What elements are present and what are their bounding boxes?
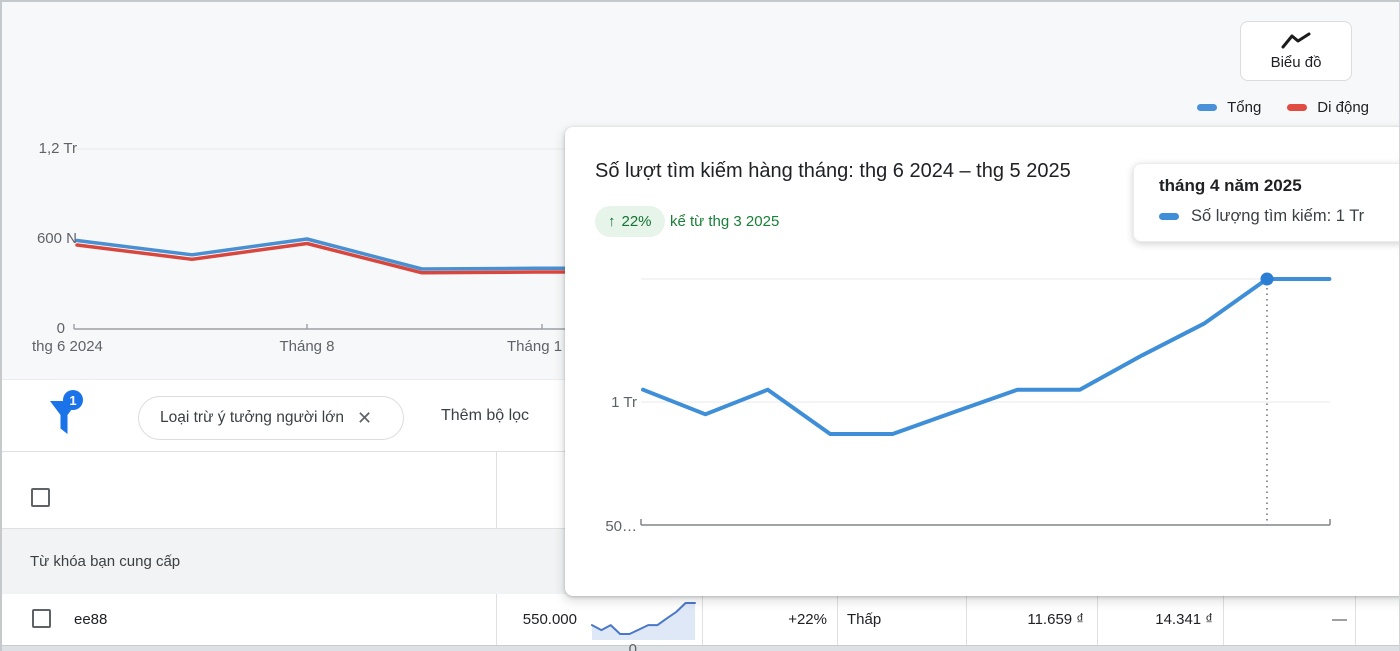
overview-ytick-top: 1,2 Tr [38, 140, 77, 157]
select-all-checkbox[interactable] [31, 488, 50, 507]
overview-ytick-mid: 600 N [36, 230, 77, 247]
popup-ytick-zero: 0 [628, 641, 637, 651]
low-bid-cell: 11.659 ₫ [1027, 611, 1084, 628]
legend-item-mobile[interactable]: Di động [1287, 99, 1369, 116]
up-arrow-icon: ↑ [608, 213, 616, 230]
datapoint-tooltip: tháng 4 năm 2025 Số lượng tìm kiếm: 1 Tr [1133, 163, 1399, 242]
filter-chip-exclude-adult[interactable]: Loại trừ ý tưởng người lớn ✕ [138, 396, 404, 440]
chart-legend: Tổng Di động [1197, 96, 1369, 118]
tooltip-value-label: Số lượng tìm kiếm: 1 Tr [1191, 207, 1365, 225]
legend-item-total[interactable]: Tổng [1197, 99, 1261, 116]
legend-total-label: Tổng [1227, 98, 1262, 116]
keyword-cell: ee88 [74, 611, 108, 628]
chip-close-icon[interactable]: ✕ [356, 408, 373, 428]
table-row-ee88: ee88 550.000 +22% Thấp 11.659 ₫ 14.341 ₫… [2, 594, 1399, 645]
high-bid-cell: 14.341 ₫ [1155, 611, 1213, 628]
growth-value: 22% [621, 213, 652, 230]
avg-searches-cell: 550.000 [522, 611, 577, 628]
mobile-series-swatch [1287, 103, 1308, 111]
overview-ytick-zero: 0 [56, 320, 65, 337]
filter-chip-label: Loại trừ ý tưởng người lớn [160, 409, 344, 426]
tooltip-series-row: Số lượng tìm kiếm: 1 Tr [1159, 207, 1364, 226]
filter-count-badge: 1 [63, 390, 83, 410]
column-divider [1097, 594, 1098, 645]
column-divider [1355, 594, 1356, 645]
column-divider [966, 594, 967, 645]
chart-button-label: Biểu đồ [1270, 53, 1322, 71]
keyword-trend-sparkline [591, 602, 696, 640]
popup-title: Số lượt tìm kiếm hàng tháng: thg 6 2024 … [595, 160, 1071, 182]
competition-cell: Thấp [847, 611, 882, 628]
growth-badge: ↑ 22% [595, 206, 665, 237]
series-swatch [1159, 213, 1179, 220]
overview-line-chart [73, 148, 702, 330]
column-divider [496, 452, 497, 529]
monthly-searches-line-chart [640, 272, 1332, 526]
column-divider [702, 594, 703, 645]
column-divider [496, 594, 497, 645]
growth-caption: kể từ thg 3 2025 [670, 213, 780, 230]
row-checkbox[interactable] [32, 609, 51, 628]
horizontal-scrollbar[interactable] [2, 645, 1399, 651]
empty-cell: — [1332, 611, 1347, 628]
column-divider [1223, 594, 1224, 645]
legend-mobile-label: Di động [1317, 98, 1369, 116]
add-filter-button[interactable]: Thêm bộ lọc [441, 407, 530, 424]
chart-view-button[interactable]: Biểu đồ [1240, 21, 1352, 81]
section-label: Từ khóa bạn cung cấp [30, 553, 181, 570]
overview-xtick-3: Tháng 1 [507, 338, 563, 355]
popup-ytick-mid: 50… [605, 518, 637, 535]
total-series-swatch [1197, 103, 1218, 111]
tooltip-title: tháng 4 năm 2025 [1159, 176, 1302, 195]
overview-xtick-2: Tháng 8 [279, 338, 335, 355]
popup-ytick-top: 1 Tr [611, 394, 637, 411]
line-chart-icon [1281, 32, 1311, 48]
change-cell: +22% [788, 611, 827, 628]
overview-xtick-1: thg 6 2024 [32, 338, 103, 355]
column-divider [837, 594, 838, 645]
